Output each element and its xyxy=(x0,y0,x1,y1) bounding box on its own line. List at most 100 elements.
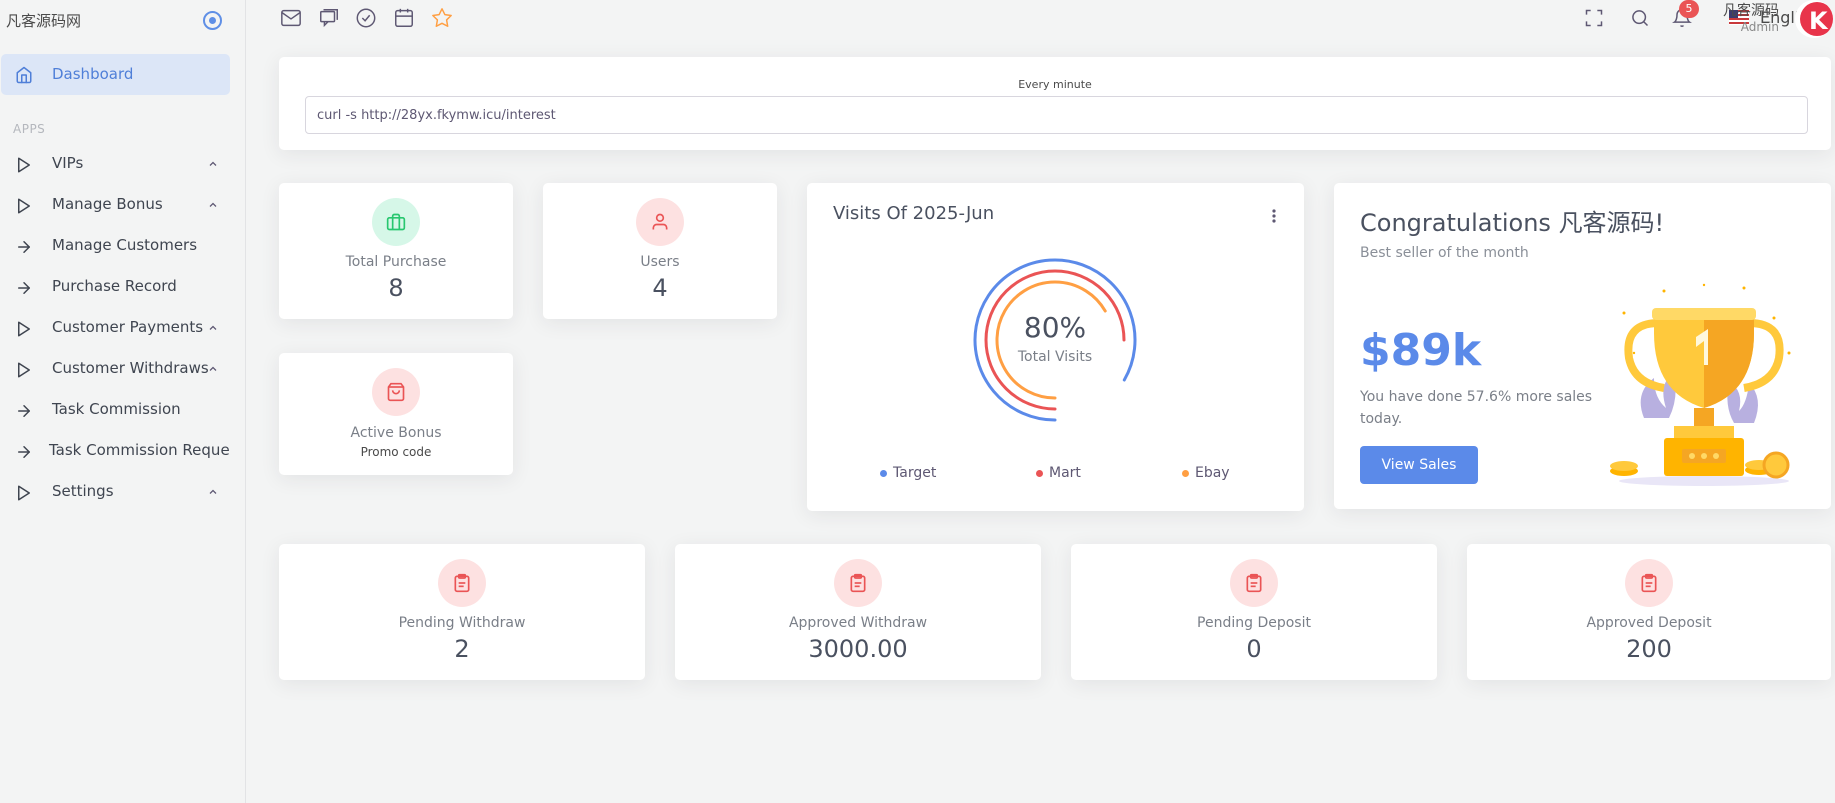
check-circle-icon[interactable] xyxy=(355,7,377,29)
sales-amount: $89k xyxy=(1360,325,1482,376)
play-icon xyxy=(18,198,30,214)
us-flag-icon[interactable] xyxy=(1729,10,1749,25)
active-bonus-card[interactable]: Active Bonus Promo code xyxy=(279,353,513,475)
congrats-subtitle: Best seller of the month xyxy=(1360,245,1529,261)
avatar[interactable]: K xyxy=(1795,0,1833,38)
chevron-up-icon xyxy=(209,489,217,494)
sidebar-item-label: Dashboard xyxy=(52,65,134,83)
cron-schedule-label: Every minute xyxy=(1018,78,1092,91)
stat-label: Total Purchase xyxy=(345,254,447,270)
chevron-up-icon xyxy=(209,325,217,330)
play-icon xyxy=(18,321,30,337)
fullscreen-icon[interactable] xyxy=(1584,8,1604,28)
sidebar-item-manage-bonus[interactable]: Manage Bonus xyxy=(0,188,230,224)
arrow-right-icon xyxy=(18,241,30,253)
cron-command-input[interactable] xyxy=(305,96,1808,134)
stat-label: Approved Deposit xyxy=(1586,615,1712,631)
chat-icon[interactable] xyxy=(318,7,340,29)
clipboard-icon xyxy=(1625,559,1673,607)
sidebar-item-label: Manage Customers xyxy=(52,236,198,254)
sidebar-item-label: VIPs xyxy=(52,154,84,172)
chevron-up-icon xyxy=(209,161,217,166)
legend-dot xyxy=(1036,469,1043,477)
legend-item-ebay: Ebay xyxy=(1182,465,1230,481)
users-card: Users 4 xyxy=(543,183,777,319)
sidebar-toggle-icon[interactable] xyxy=(203,11,222,30)
stat-value: 3000.00 xyxy=(808,635,908,663)
clipboard-icon xyxy=(1230,559,1278,607)
sidebar-item-label: Task Commission Reques xyxy=(49,441,230,459)
user-name[interactable]: 凡客源码 xyxy=(1723,3,1779,19)
topbar: English 5 凡客源码 Admin K xyxy=(247,0,1835,44)
view-sales-button[interactable]: View Sales xyxy=(1360,446,1478,484)
stat-value: 4 xyxy=(652,274,668,302)
clipboard-icon xyxy=(834,559,882,607)
nav-section-header: APPS xyxy=(13,122,46,136)
sidebar-item-label: Customer Payments xyxy=(52,318,204,336)
sidebar-item-label: Purchase Record xyxy=(52,277,177,295)
chart-title: Visits Of 2025-Jun xyxy=(833,203,995,224)
stat-value: 0 xyxy=(1246,635,1262,663)
legend-label: Mart xyxy=(1049,465,1081,481)
play-icon xyxy=(18,157,30,173)
sidebar-item-vips[interactable]: VIPs xyxy=(0,147,230,183)
stat-sublabel: Promo code xyxy=(360,445,432,459)
arrow-right-icon xyxy=(18,405,30,417)
pending-deposit-card: Pending Deposit 0 xyxy=(1071,544,1437,680)
sidebar-item-customer-withdraws[interactable]: Customer Withdraws xyxy=(0,352,230,388)
sidebar-item-dashboard[interactable]: Dashboard xyxy=(1,54,230,95)
chevron-up-icon xyxy=(209,366,217,371)
brand-logo-text[interactable]: 凡客源码网 xyxy=(6,12,82,30)
search-icon[interactable] xyxy=(1630,8,1650,28)
briefcase-icon xyxy=(372,198,420,246)
home-icon xyxy=(16,66,32,84)
sidebar-item-task-commission[interactable]: Task Commission xyxy=(0,393,230,429)
notification-badge: 5 xyxy=(1679,0,1699,18)
radial-chart xyxy=(973,258,1137,422)
radial-arc-mart xyxy=(984,269,1126,411)
user-icon xyxy=(636,198,684,246)
sidebar: 凡客源码网 Dashboard APPS VIPs Manage Bonus M… xyxy=(0,0,246,803)
chevron-up-icon xyxy=(209,202,217,207)
mail-icon[interactable] xyxy=(280,7,302,29)
stat-value: 8 xyxy=(388,274,404,302)
legend-item-target: Target xyxy=(880,465,936,481)
sidebar-item-label: Settings xyxy=(52,482,114,500)
stat-label: Pending Withdraw xyxy=(398,615,526,631)
arrow-right-icon xyxy=(18,446,30,458)
chart-center-label: Total Visits xyxy=(1017,349,1093,365)
sidebar-item-label: Task Commission xyxy=(52,400,181,418)
sidebar-item-settings[interactable]: Settings xyxy=(0,475,230,511)
sidebar-item-customer-payments[interactable]: Customer Payments xyxy=(0,311,230,347)
more-vertical-icon[interactable] xyxy=(1271,209,1277,223)
radial-arc-ebay xyxy=(995,280,1107,400)
stat-value: 2 xyxy=(454,635,470,663)
user-role: Admin xyxy=(1740,20,1779,34)
star-icon[interactable] xyxy=(431,7,453,29)
approved-deposit-card: Approved Deposit 200 xyxy=(1467,544,1831,680)
calendar-icon[interactable] xyxy=(393,7,415,29)
stat-label: Active Bonus xyxy=(350,425,442,441)
sidebar-item-purchase-record[interactable]: Purchase Record xyxy=(0,270,230,306)
sidebar-item-manage-customers[interactable]: Manage Customers xyxy=(0,229,230,265)
stat-label: Users xyxy=(640,254,680,270)
stat-label: Pending Deposit xyxy=(1197,615,1311,631)
svg-text:K: K xyxy=(1809,7,1829,35)
trophy-icon xyxy=(1610,283,1791,486)
total-purchase-card: Total Purchase 8 xyxy=(279,183,513,319)
sidebar-item-label: Manage Bonus xyxy=(52,195,163,213)
sidebar-item-task-commission-request[interactable]: Task Commission Reques xyxy=(0,434,230,470)
legend-dot xyxy=(880,469,887,477)
visits-chart-card: Visits Of 2025-Jun 80% Total Visits Targ… xyxy=(807,183,1304,511)
legend-dot xyxy=(1182,469,1189,477)
congrats-title: Congratulations 凡客源码! xyxy=(1360,209,1665,237)
pending-withdraw-card: Pending Withdraw 2 xyxy=(279,544,645,680)
stat-label: Approved Withdraw xyxy=(788,615,928,631)
clipboard-icon xyxy=(438,559,486,607)
play-icon xyxy=(18,362,30,378)
congratulations-card: Congratulations 凡客源码! Best seller of the… xyxy=(1334,183,1831,509)
stat-value: 200 xyxy=(1626,635,1672,663)
arrow-right-icon xyxy=(18,282,30,294)
sales-description: You have done 57.6% more sales today. xyxy=(1360,389,1593,427)
chart-center-value: 80% xyxy=(1023,311,1087,344)
